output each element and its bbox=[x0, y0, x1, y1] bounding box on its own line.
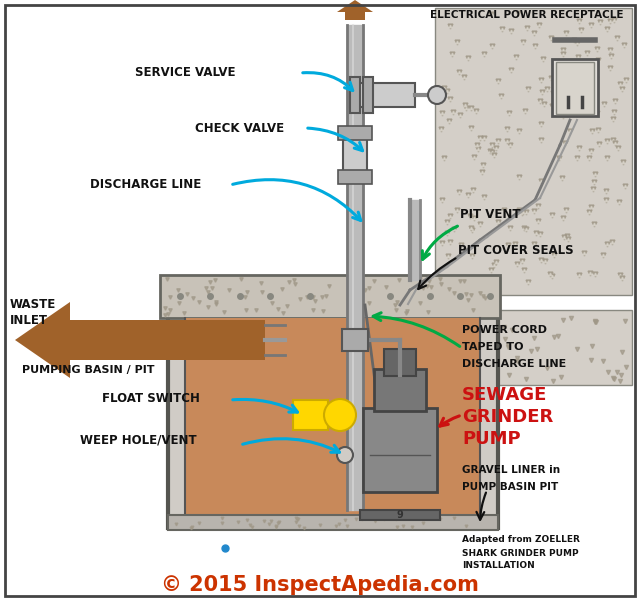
Polygon shape bbox=[338, 170, 372, 184]
Text: SHARK GRINDER PUMP: SHARK GRINDER PUMP bbox=[462, 549, 579, 558]
Text: SEWAGE: SEWAGE bbox=[462, 386, 547, 404]
Polygon shape bbox=[70, 320, 265, 360]
Text: PUMP BASIN PIT: PUMP BASIN PIT bbox=[462, 482, 558, 492]
Text: CHECK VALVE: CHECK VALVE bbox=[195, 121, 284, 135]
Text: 9: 9 bbox=[397, 510, 403, 520]
Text: ELECTRICAL POWER RECEPTACLE: ELECTRICAL POWER RECEPTACLE bbox=[430, 10, 623, 20]
Text: Adapted from ZOELLER: Adapted from ZOELLER bbox=[462, 535, 580, 545]
FancyBboxPatch shape bbox=[556, 62, 594, 114]
Text: GRAVEL LINER in: GRAVEL LINER in bbox=[462, 465, 560, 475]
Text: WEEP HOLE/VENT: WEEP HOLE/VENT bbox=[80, 433, 196, 447]
Polygon shape bbox=[338, 126, 372, 140]
Polygon shape bbox=[350, 77, 360, 113]
Text: PIT VENT: PIT VENT bbox=[460, 209, 520, 222]
FancyBboxPatch shape bbox=[363, 408, 437, 492]
Text: PUMPING BASIN / PIT: PUMPING BASIN / PIT bbox=[22, 365, 154, 375]
Polygon shape bbox=[185, 318, 480, 518]
Text: DISCHARGE LINE: DISCHARGE LINE bbox=[90, 178, 201, 192]
Circle shape bbox=[324, 399, 356, 431]
Text: DISCHARGE LINE: DISCHARGE LINE bbox=[462, 359, 566, 369]
FancyBboxPatch shape bbox=[374, 369, 426, 411]
Circle shape bbox=[428, 86, 446, 104]
Text: © 2015 InspectApedia.com: © 2015 InspectApedia.com bbox=[161, 575, 479, 595]
FancyBboxPatch shape bbox=[552, 59, 598, 116]
Text: SERVICE VALVE: SERVICE VALVE bbox=[135, 67, 236, 79]
Text: INSTALLATION: INSTALLATION bbox=[462, 561, 535, 570]
Text: GRINDER: GRINDER bbox=[462, 408, 553, 426]
Polygon shape bbox=[363, 77, 373, 113]
Text: INLET: INLET bbox=[10, 314, 48, 326]
Polygon shape bbox=[360, 510, 440, 520]
FancyBboxPatch shape bbox=[342, 329, 368, 351]
Text: WASTE: WASTE bbox=[10, 299, 56, 311]
Text: POWER CORD: POWER CORD bbox=[462, 325, 547, 335]
Polygon shape bbox=[293, 400, 328, 430]
Polygon shape bbox=[168, 305, 498, 528]
Polygon shape bbox=[343, 133, 367, 177]
Text: FLOAT SWITCH: FLOAT SWITCH bbox=[102, 391, 200, 404]
Polygon shape bbox=[435, 310, 632, 385]
Polygon shape bbox=[435, 8, 632, 295]
Polygon shape bbox=[168, 515, 498, 530]
Text: PUMP: PUMP bbox=[462, 430, 520, 448]
Polygon shape bbox=[350, 83, 415, 107]
Text: TAPED TO: TAPED TO bbox=[462, 342, 524, 352]
Polygon shape bbox=[15, 302, 70, 378]
Polygon shape bbox=[337, 0, 373, 20]
FancyBboxPatch shape bbox=[384, 349, 416, 376]
Circle shape bbox=[337, 447, 353, 463]
Polygon shape bbox=[160, 275, 500, 318]
Text: PIT COVER SEALS: PIT COVER SEALS bbox=[458, 243, 573, 257]
